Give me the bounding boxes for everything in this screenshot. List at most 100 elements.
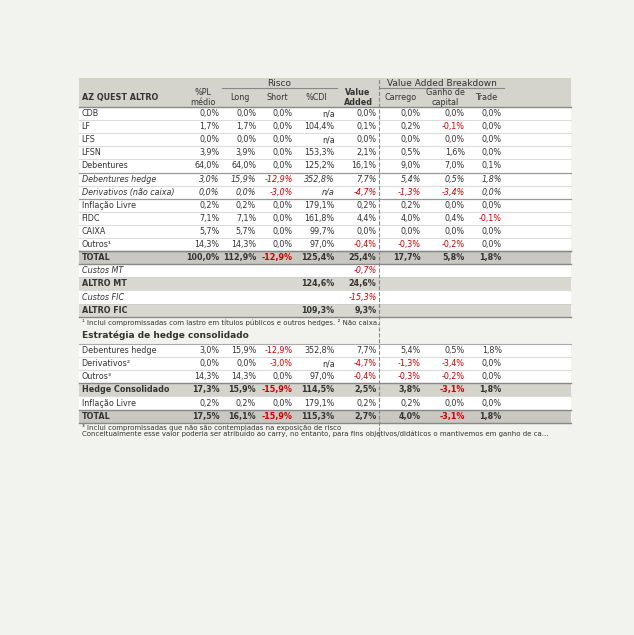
Text: 153,3%: 153,3% bbox=[304, 149, 335, 157]
Text: 161,8%: 161,8% bbox=[304, 214, 335, 223]
Text: 1,7%: 1,7% bbox=[236, 122, 256, 131]
Text: 9,0%: 9,0% bbox=[401, 161, 421, 170]
Text: 109,3%: 109,3% bbox=[302, 305, 335, 314]
Text: Ganho de
capital: Ganho de capital bbox=[426, 88, 465, 107]
Text: 0,0%: 0,0% bbox=[273, 399, 293, 408]
Text: 0,5%: 0,5% bbox=[401, 149, 421, 157]
Text: 97,0%: 97,0% bbox=[309, 240, 335, 249]
Text: -15,3%: -15,3% bbox=[348, 293, 377, 302]
Text: LFSN: LFSN bbox=[82, 149, 101, 157]
Text: -0,1%: -0,1% bbox=[479, 214, 502, 223]
Text: 15,9%: 15,9% bbox=[231, 175, 256, 184]
Text: ³ Inclui compromissadas que não são contempladas na exposição de risco: ³ Inclui compromissadas que não são cont… bbox=[82, 424, 341, 431]
Text: 3,8%: 3,8% bbox=[399, 385, 421, 394]
Text: -0,3%: -0,3% bbox=[398, 240, 421, 249]
Bar bbox=[79, 107, 571, 120]
Text: Outros¹: Outros¹ bbox=[82, 240, 112, 249]
Text: 0,0%: 0,0% bbox=[481, 188, 502, 197]
Text: 124,6%: 124,6% bbox=[302, 279, 335, 288]
Text: 25,4%: 25,4% bbox=[349, 253, 377, 262]
Text: 3,9%: 3,9% bbox=[236, 149, 256, 157]
Text: 0,2%: 0,2% bbox=[356, 201, 377, 210]
Bar bbox=[79, 304, 571, 317]
Bar bbox=[79, 173, 571, 185]
Bar bbox=[79, 238, 571, 251]
Text: 7,7%: 7,7% bbox=[356, 175, 377, 184]
Text: 5,7%: 5,7% bbox=[236, 227, 256, 236]
Text: -3,1%: -3,1% bbox=[439, 411, 465, 420]
Text: 0,5%: 0,5% bbox=[444, 175, 465, 184]
Text: ALTRO MT: ALTRO MT bbox=[82, 279, 127, 288]
Text: 0,0%: 0,0% bbox=[273, 227, 293, 236]
Text: 14,3%: 14,3% bbox=[194, 240, 219, 249]
Text: %PL
médio: %PL médio bbox=[191, 88, 216, 107]
Text: 16,1%: 16,1% bbox=[228, 411, 256, 420]
Text: 0,0%: 0,0% bbox=[273, 135, 293, 144]
Text: n/a: n/a bbox=[322, 135, 335, 144]
Text: LFS: LFS bbox=[82, 135, 96, 144]
Text: -0,2%: -0,2% bbox=[442, 372, 465, 381]
Text: 0,0%: 0,0% bbox=[401, 135, 421, 144]
Text: 0,0%: 0,0% bbox=[482, 135, 502, 144]
Text: 5,8%: 5,8% bbox=[443, 253, 465, 262]
Text: CAIXA: CAIXA bbox=[82, 227, 106, 236]
Text: Derivativos²: Derivativos² bbox=[82, 359, 131, 368]
Text: 352,8%: 352,8% bbox=[304, 175, 335, 184]
Text: 104,4%: 104,4% bbox=[304, 122, 335, 131]
Text: 0,0%: 0,0% bbox=[236, 188, 256, 197]
Text: 2,1%: 2,1% bbox=[356, 149, 377, 157]
Text: TOTAL: TOTAL bbox=[82, 253, 110, 262]
Text: 0,0%: 0,0% bbox=[199, 188, 219, 197]
Text: 0,0%: 0,0% bbox=[482, 201, 502, 210]
Text: -1,3%: -1,3% bbox=[398, 359, 421, 368]
Text: -12,9%: -12,9% bbox=[265, 346, 293, 355]
Text: 0,0%: 0,0% bbox=[482, 240, 502, 249]
Text: Custos MT: Custos MT bbox=[82, 266, 123, 276]
Text: 112,9%: 112,9% bbox=[223, 253, 256, 262]
Text: 179,1%: 179,1% bbox=[304, 399, 335, 408]
Text: 0,2%: 0,2% bbox=[401, 122, 421, 131]
Text: 0,0%: 0,0% bbox=[482, 399, 502, 408]
Text: Value
Added: Value Added bbox=[344, 88, 373, 107]
Bar bbox=[79, 410, 571, 423]
Text: 17,7%: 17,7% bbox=[393, 253, 421, 262]
Text: 14,3%: 14,3% bbox=[231, 372, 256, 381]
Text: 0,0%: 0,0% bbox=[445, 135, 465, 144]
Text: 0,0%: 0,0% bbox=[273, 214, 293, 223]
Text: 0,5%: 0,5% bbox=[444, 346, 465, 355]
Text: 1,8%: 1,8% bbox=[479, 253, 502, 262]
Text: -0,7%: -0,7% bbox=[353, 266, 377, 276]
Text: 0,0%: 0,0% bbox=[482, 372, 502, 381]
Text: 99,7%: 99,7% bbox=[309, 227, 335, 236]
Text: -0,3%: -0,3% bbox=[398, 372, 421, 381]
Text: 4,4%: 4,4% bbox=[356, 214, 377, 223]
Bar bbox=[79, 290, 571, 304]
Bar bbox=[79, 357, 571, 370]
Text: 0,0%: 0,0% bbox=[236, 359, 256, 368]
Text: 0,0%: 0,0% bbox=[273, 372, 293, 381]
Text: -12,9%: -12,9% bbox=[262, 253, 293, 262]
Text: 0,4%: 0,4% bbox=[445, 214, 465, 223]
Text: 114,5%: 114,5% bbox=[302, 385, 335, 394]
Text: TOTAL: TOTAL bbox=[82, 411, 110, 420]
Text: 0,0%: 0,0% bbox=[482, 149, 502, 157]
Text: 0,0%: 0,0% bbox=[273, 149, 293, 157]
Text: 97,0%: 97,0% bbox=[309, 372, 335, 381]
Text: 15,9%: 15,9% bbox=[228, 385, 256, 394]
Text: 1,8%: 1,8% bbox=[479, 385, 502, 394]
Text: LF: LF bbox=[82, 122, 91, 131]
Bar bbox=[79, 77, 571, 88]
Text: ALTRO FIC: ALTRO FIC bbox=[82, 305, 127, 314]
Text: Risco: Risco bbox=[268, 79, 292, 88]
Text: -1,3%: -1,3% bbox=[398, 188, 421, 197]
Text: 0,2%: 0,2% bbox=[199, 399, 219, 408]
Text: 0,0%: 0,0% bbox=[445, 109, 465, 118]
Text: 2,5%: 2,5% bbox=[354, 385, 377, 394]
Text: Debentures hedge: Debentures hedge bbox=[82, 175, 156, 184]
Text: 0,2%: 0,2% bbox=[356, 399, 377, 408]
Bar bbox=[79, 277, 571, 290]
Text: 9,3%: 9,3% bbox=[354, 305, 377, 314]
Text: -15,9%: -15,9% bbox=[262, 411, 293, 420]
Bar bbox=[79, 146, 571, 159]
Text: %CDI: %CDI bbox=[306, 93, 327, 102]
